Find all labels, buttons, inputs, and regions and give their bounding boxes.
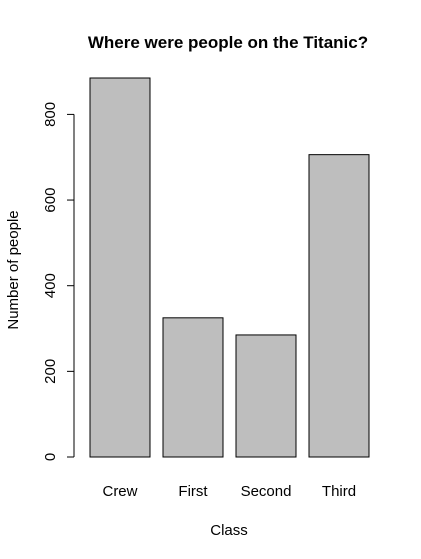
x-axis-label: Class	[210, 522, 248, 539]
y-tick-label-800: 800	[42, 102, 59, 127]
x-tick-labels: Crew First Second Third	[102, 483, 356, 500]
bar-first	[162, 317, 224, 458]
bar-third	[308, 154, 370, 458]
chart-title: Where were people on the Titanic?	[88, 33, 368, 52]
bar-second	[235, 334, 297, 458]
bars-group	[89, 77, 370, 458]
y-axis: 0 200 400 600 800	[42, 102, 75, 461]
x-tick-label-third: Third	[322, 483, 356, 500]
x-tick-label-second: Second	[241, 483, 292, 500]
y-tick-label-200: 200	[42, 359, 59, 384]
y-tick-label-600: 600	[42, 188, 59, 213]
bar-crew	[89, 77, 151, 458]
y-tick-label-400: 400	[42, 273, 59, 298]
y-tick-label-0: 0	[42, 453, 59, 461]
y-axis-label: Number of people	[5, 210, 22, 329]
x-tick-label-first: First	[178, 483, 208, 500]
x-tick-label-crew: Crew	[102, 483, 137, 500]
